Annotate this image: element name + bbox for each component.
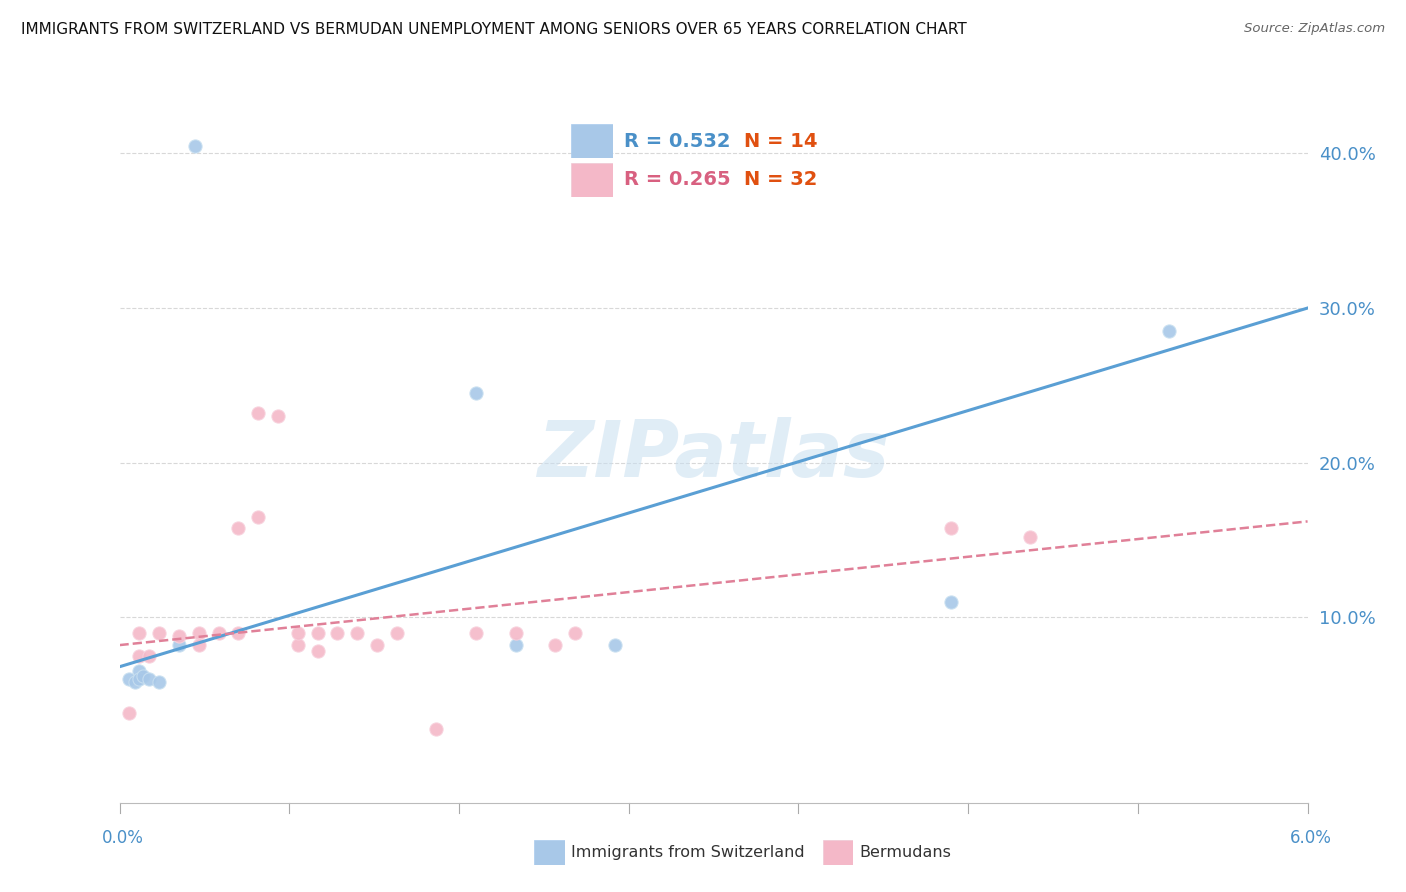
Point xyxy=(1157,324,1180,338)
Point xyxy=(128,648,150,663)
Point xyxy=(464,625,488,640)
Text: Immigrants from Switzerland: Immigrants from Switzerland xyxy=(571,846,804,860)
Point xyxy=(603,638,626,652)
Point xyxy=(267,409,290,424)
Point xyxy=(366,638,388,652)
Text: Bermudans: Bermudans xyxy=(859,846,950,860)
Point xyxy=(167,638,190,652)
Point xyxy=(326,625,349,640)
Point xyxy=(564,625,586,640)
Text: R = 0.265: R = 0.265 xyxy=(624,170,731,189)
Point xyxy=(128,672,150,686)
Point xyxy=(207,625,229,640)
Point xyxy=(187,625,209,640)
Point xyxy=(138,672,160,686)
Point xyxy=(287,638,309,652)
Point xyxy=(128,665,150,679)
Point xyxy=(132,669,155,683)
Text: 0.0%: 0.0% xyxy=(101,829,143,847)
Point xyxy=(247,406,270,420)
Text: N = 32: N = 32 xyxy=(744,170,817,189)
Point xyxy=(505,638,527,652)
Point xyxy=(941,595,963,609)
Text: R = 0.532: R = 0.532 xyxy=(624,132,731,151)
Point xyxy=(128,625,150,640)
Text: IMMIGRANTS FROM SWITZERLAND VS BERMUDAN UNEMPLOYMENT AMONG SENIORS OVER 65 YEARS: IMMIGRANTS FROM SWITZERLAND VS BERMUDAN … xyxy=(21,22,967,37)
Point xyxy=(184,138,207,153)
Text: Source: ZipAtlas.com: Source: ZipAtlas.com xyxy=(1244,22,1385,36)
Point xyxy=(425,722,447,736)
Point xyxy=(464,386,488,401)
Point xyxy=(148,625,170,640)
Point xyxy=(1019,530,1042,544)
Point xyxy=(167,629,190,643)
Point xyxy=(287,625,309,640)
Point xyxy=(544,638,567,652)
Point xyxy=(124,675,146,690)
Point xyxy=(118,672,141,686)
Point xyxy=(148,675,170,690)
Text: 6.0%: 6.0% xyxy=(1289,829,1331,847)
Text: ZIPatlas: ZIPatlas xyxy=(537,417,890,493)
Point xyxy=(187,638,209,652)
Point xyxy=(307,644,329,658)
Point xyxy=(346,625,368,640)
Point xyxy=(228,625,250,640)
Text: N = 14: N = 14 xyxy=(744,132,817,151)
Point xyxy=(385,625,408,640)
Point xyxy=(118,706,141,720)
Point xyxy=(138,648,160,663)
Point xyxy=(228,520,250,534)
Point xyxy=(941,520,963,534)
Point xyxy=(247,509,270,524)
Point xyxy=(307,625,329,640)
Point xyxy=(505,625,527,640)
